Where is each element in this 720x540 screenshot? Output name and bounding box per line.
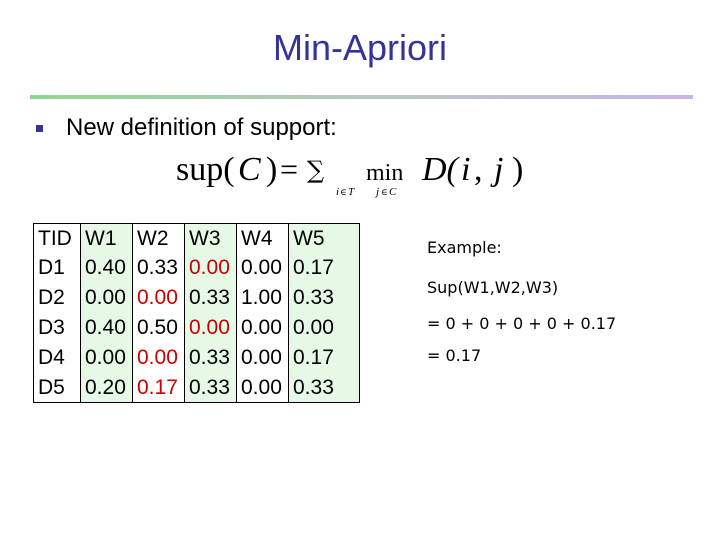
formula-sum-sub-t: T: [348, 186, 355, 198]
table-cell: 0.00: [288, 312, 360, 343]
support-formula: sup( C ) = ∑ i ∈ T min j ∈ C D( i , j ): [176, 151, 523, 198]
table-row: D1 0.40 0.33 0.00 0.00 0.17: [34, 253, 360, 283]
formula-var-i: i: [461, 151, 470, 188]
table-cell: D1: [38, 256, 65, 280]
table-cell: 0.00: [236, 342, 289, 373]
table-cell: 0.33: [184, 282, 237, 313]
formula-equals: =: [280, 151, 298, 187]
table-cell: D2: [38, 286, 65, 310]
table-header-cell: TID: [38, 227, 72, 250]
formula-d-fn: D(: [421, 151, 461, 188]
table-cell: 0.33: [184, 372, 237, 403]
formula-close-paren: ): [266, 151, 277, 188]
example-expansion: = 0 + 0 + 0 + 0 + 0.17: [427, 314, 617, 333]
table-header-cell: W3: [184, 223, 237, 253]
table-cell: 0.33: [288, 372, 360, 403]
formula-sum-sub-in: ∈: [340, 188, 347, 198]
formula-min-sub-in: ∈: [381, 188, 388, 198]
bullet-text: New definition of support:: [66, 114, 337, 141]
table-cell: 0.00: [80, 282, 133, 313]
table-cell: D4: [38, 345, 65, 369]
formula-sup-fn: sup(: [176, 151, 235, 188]
formula-min-sub-c: C: [389, 186, 397, 198]
example-expression: Sup(W1,W2,W3): [427, 278, 559, 297]
table-cell: D3: [38, 315, 65, 339]
example-result: = 0.17: [427, 346, 482, 365]
example-label: Example:: [427, 238, 502, 257]
table-header-cell: W1: [80, 223, 133, 253]
table-row: D4 0.00 0.00 0.33 0.00 0.17: [34, 342, 360, 373]
table-header-cell: W4: [236, 223, 289, 253]
table-cell: 0.17: [288, 342, 360, 373]
table-cell: 0.20: [80, 372, 133, 403]
table-cell: 0.00: [80, 342, 133, 373]
table-cell: 1.00: [236, 282, 289, 313]
table-cell: 0.00: [236, 312, 289, 343]
table-cell: 0.33: [132, 253, 185, 283]
table-cell: 0.00: [236, 253, 289, 283]
table-cell: 0.00: [236, 372, 289, 403]
table-cell: 0.50: [132, 312, 185, 343]
table-cell: 0.00: [184, 253, 237, 283]
bullet-square-icon: [36, 125, 43, 132]
table-cell: 0.33: [184, 342, 237, 373]
table-cell: 0.40: [80, 312, 133, 343]
table-cell: 0.00: [184, 312, 237, 343]
table-row: D5 0.20 0.17 0.33 0.00 0.33: [34, 372, 360, 403]
table-cell: 0.00: [132, 282, 185, 313]
table-cell: 0.40: [80, 253, 133, 283]
formula-comma: ,: [474, 151, 483, 188]
formula-min: min: [366, 160, 403, 186]
formula-sum-sub-i: i: [336, 186, 339, 198]
table-row: D3 0.40 0.50 0.00 0.00 0.00: [34, 312, 360, 343]
table-cell: 0.17: [288, 253, 360, 283]
table-cell: 0.17: [132, 372, 185, 403]
table-row: D2 0.00 0.00 0.33 1.00 0.33: [34, 282, 360, 313]
formula-var-c: C: [238, 151, 261, 188]
word-weight-table: TID W1 W2 W3 W4 W5 D1 0.40 0.33 0.00 0.0…: [33, 223, 360, 403]
table-cell: 0.33: [288, 282, 360, 313]
formula-close-paren-2: ): [512, 151, 523, 188]
formula-sum-sign: ∑: [307, 156, 324, 184]
formula-min-sub-j: j: [374, 186, 379, 198]
slide-title: Min-Apriori: [272, 27, 448, 68]
title-divider: [30, 95, 693, 99]
formula-var-j: j: [490, 151, 503, 188]
table-cell: D5: [38, 375, 65, 399]
table-header-row: TID W1 W2 W3 W4 W5: [34, 223, 360, 253]
table-header-cell: W2: [132, 223, 185, 253]
table-cell: 0.00: [132, 342, 185, 373]
table-header-cell: W5: [288, 223, 360, 253]
